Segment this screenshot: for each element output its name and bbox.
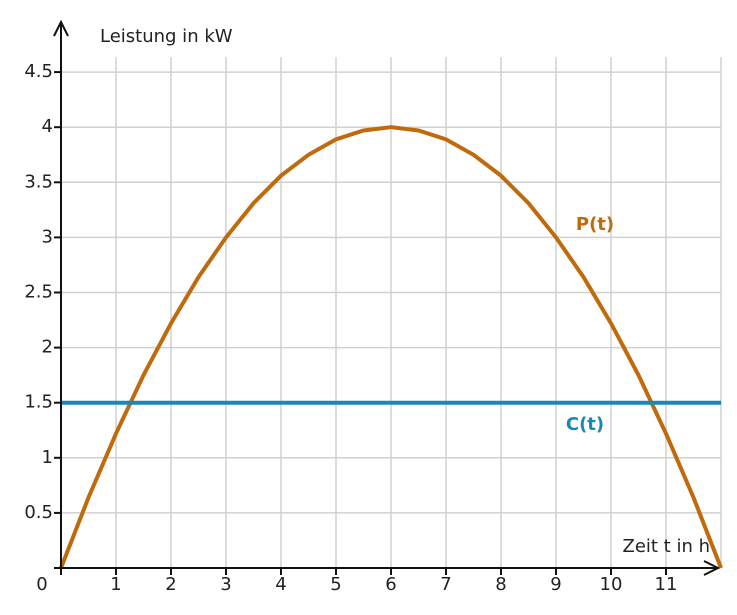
- x-tick-label: 7: [440, 574, 451, 595]
- y-tick-label: 1.5: [24, 392, 53, 413]
- x-tick-label: 4: [275, 574, 286, 595]
- x-tick-label: 11: [655, 574, 678, 595]
- x-tick-label: 9: [550, 574, 561, 595]
- y-tick-label: 3: [42, 226, 53, 247]
- y-tick-label: 1: [42, 447, 53, 468]
- grid: [61, 57, 722, 568]
- y-tick-label: 2.5: [24, 282, 53, 303]
- y-tick-label: 4.5: [24, 61, 53, 82]
- x-tick-label: 8: [495, 574, 506, 595]
- series-label: C(t): [566, 414, 604, 435]
- plot-area: [59, 125, 723, 569]
- line: [59, 125, 723, 569]
- y-tick-label: 4: [42, 116, 53, 137]
- y-axis-label: Leistung in kW: [100, 26, 233, 47]
- y-tick-label: 0.5: [24, 502, 53, 523]
- series-label: P(t): [576, 214, 614, 235]
- x-axis: [54, 560, 721, 576]
- x-tick-label: 5: [330, 574, 341, 595]
- x-tick-label: 10: [600, 574, 623, 595]
- x-tick-label: 6: [385, 574, 396, 595]
- y-axis: [53, 19, 69, 575]
- x-axis-label: Zeit t in h: [622, 536, 710, 557]
- x-tick-label: 1: [110, 574, 121, 595]
- y-tick-label: 2: [42, 337, 53, 358]
- x-tick-label: 3: [220, 574, 231, 595]
- y-tick-label: 3.5: [24, 171, 53, 192]
- x-tick-label: 2: [165, 574, 176, 595]
- origin-label: 0: [36, 574, 47, 595]
